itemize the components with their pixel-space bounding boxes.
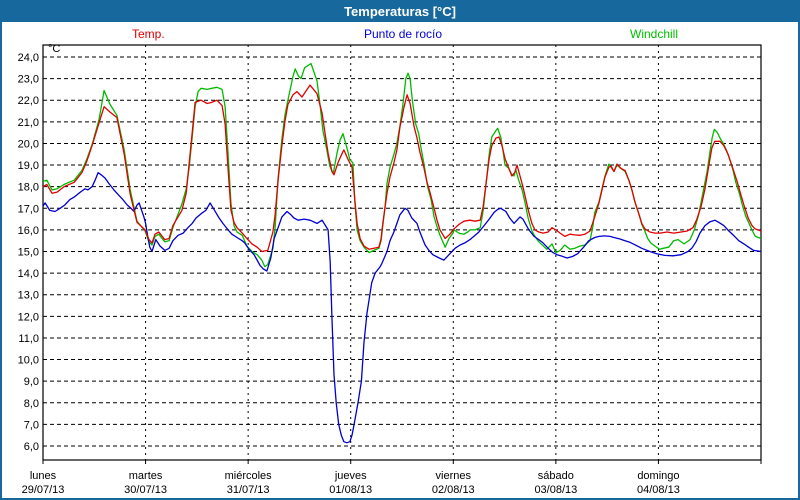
x-axis-labels: lunes 29/07/13 martes 30/07/13 miércoles 31/0… — [22, 470, 680, 496]
day-date-label: 01/08/13 — [329, 484, 372, 496]
legend-item-windchill: Windchill — [630, 27, 679, 41]
svg-text:21,0: 21,0 — [18, 117, 39, 129]
svg-text:11,0: 11,0 — [18, 333, 39, 345]
y-axis-labels: 6,0 7,0 8,0 9,0 10,0 11,0 12,0 13,0 14,0 15,0 16,0… — [18, 43, 61, 453]
svg-text:23,0: 23,0 — [18, 74, 39, 86]
svg-text:13,0: 13,0 — [18, 290, 39, 302]
day-name-label: martes — [129, 470, 163, 482]
series-line-0 — [42, 84, 762, 253]
svg-text:24,0: 24,0 — [18, 52, 39, 64]
svg-text:8,0: 8,0 — [24, 398, 39, 410]
svg-text:6,0: 6,0 — [24, 441, 39, 453]
svg-text:16,0: 16,0 — [18, 225, 39, 237]
horizontal-gridlines — [43, 56, 761, 447]
day-date-label: 29/07/13 — [22, 484, 65, 496]
day-date-label: 04/08/13 — [637, 484, 680, 496]
day-name-label: jueves — [334, 470, 367, 482]
y-axis-unit-label: °C — [48, 43, 60, 55]
legend-item-temp: Temp. — [132, 27, 165, 41]
svg-text:12,0: 12,0 — [18, 311, 39, 323]
svg-text:19,0: 19,0 — [18, 160, 39, 172]
day-date-label: 03/08/13 — [534, 484, 577, 496]
svg-text:14,0: 14,0 — [18, 268, 39, 280]
day-name-label: sábado — [538, 470, 574, 482]
day-name-label: viernes — [436, 470, 472, 482]
series-line-2 — [42, 62, 762, 268]
svg-text:17,0: 17,0 — [18, 203, 39, 215]
svg-text:7,0: 7,0 — [24, 419, 39, 431]
legend-item-dew-point: Punto de rocío — [364, 27, 443, 41]
day-name-label: miércoles — [225, 470, 273, 482]
plot-border — [42, 44, 762, 461]
svg-text:10,0: 10,0 — [18, 355, 39, 367]
day-date-label: 31/07/13 — [227, 484, 270, 496]
window-title-bar: Temperaturas [°C] — [2, 2, 798, 22]
day-date-label: 30/07/13 — [124, 484, 167, 496]
svg-text:18,0: 18,0 — [18, 182, 39, 194]
day-date-label: 02/08/13 — [432, 484, 475, 496]
svg-text:9,0: 9,0 — [24, 376, 39, 388]
day-name-label: lunes — [30, 470, 57, 482]
day-name-label: domingo — [637, 470, 679, 482]
svg-text:20,0: 20,0 — [18, 138, 39, 150]
series-line-1 — [42, 171, 762, 444]
x-axis-ticks — [42, 460, 762, 464]
window-title: Temperaturas [°C] — [344, 4, 456, 19]
svg-text:15,0: 15,0 — [18, 247, 39, 259]
svg-text:22,0: 22,0 — [18, 95, 39, 107]
